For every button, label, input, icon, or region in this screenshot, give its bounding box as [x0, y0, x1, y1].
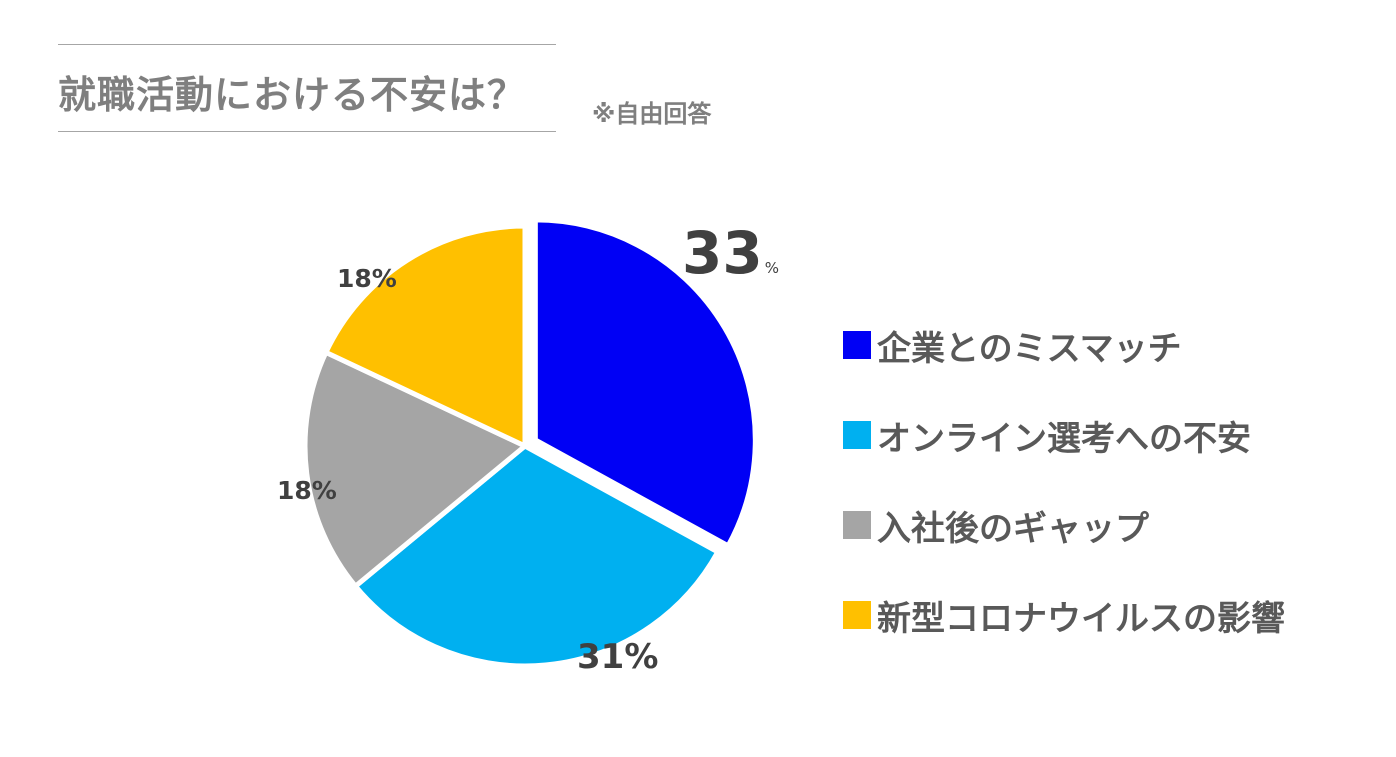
legend-label-online-selection: オンライン選考への不安 [877, 418, 1251, 459]
legend-item-online-selection: オンライン選考への不安 [843, 390, 1285, 480]
chart-subtitle: ※自由回答 [592, 100, 712, 128]
value-label-mismatch-number: 33 [682, 219, 763, 287]
legend-item-post-entry-gap: 入社後のギャップ [843, 480, 1285, 570]
legend-item-covid-impact: 新型コロナウイルスの影響 [843, 570, 1285, 660]
pie-slice-covid-impact [323, 223, 528, 449]
legend-label-post-entry-gap: 入社後のギャップ [877, 508, 1149, 549]
pie-slice-post-entry-gap [302, 349, 528, 589]
legend-item-mismatch: 企業とのミスマッチ [843, 300, 1285, 390]
value-label-mismatch: 33% [682, 224, 779, 282]
legend-label-mismatch: 企業とのミスマッチ [877, 328, 1182, 369]
chart-title: 就職活動における不安は？ [58, 73, 527, 117]
legend: 企業とのミスマッチ オンライン選考への不安 入社後のギャップ 新型コロナウイルス… [843, 300, 1285, 660]
legend-swatch-online-selection [843, 421, 871, 449]
value-label-mismatch-unit: % [764, 259, 779, 277]
title-bottom-rule [58, 131, 556, 132]
value-label-post-entry-gap: 18% [277, 476, 337, 505]
legend-swatch-post-entry-gap [843, 511, 871, 539]
legend-swatch-mismatch [843, 331, 871, 359]
pie-slice-mismatch [532, 217, 758, 549]
pie-slice-online-selection [352, 443, 721, 669]
value-label-online-selection: 31% [577, 637, 659, 677]
value-label-covid-impact: 18% [337, 264, 397, 293]
legend-swatch-covid-impact [843, 601, 871, 629]
legend-label-covid-impact: 新型コロナウイルスの影響 [877, 598, 1285, 639]
title-top-rule [58, 44, 556, 45]
